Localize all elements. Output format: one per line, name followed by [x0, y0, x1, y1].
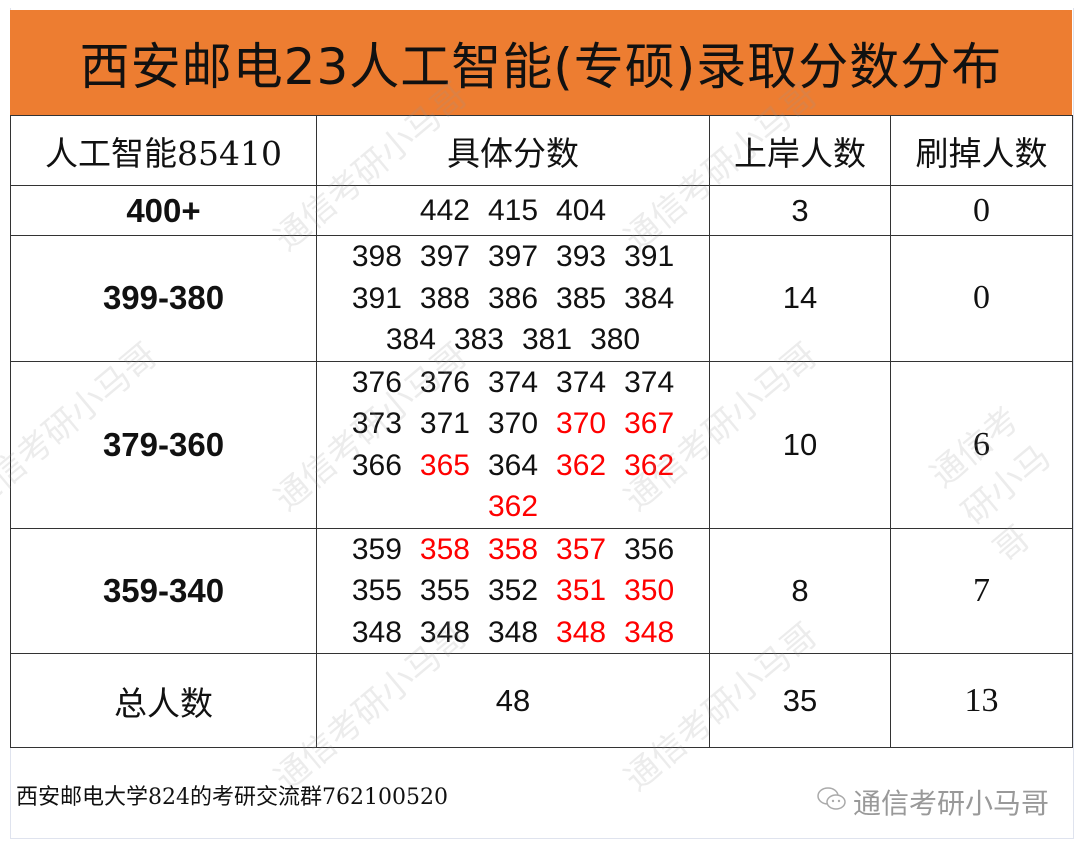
score-admitted: 374	[487, 365, 539, 399]
score-admitted: 442	[419, 193, 470, 227]
score-admitted: 388	[419, 281, 470, 315]
score-dropped: 351	[556, 574, 607, 607]
dropped-count: 7	[890, 527, 1073, 654]
score-dropped: 348	[624, 615, 675, 649]
total-row: 总人数 48 35 13	[10, 653, 1073, 748]
header-major: 人工智能85410	[10, 115, 317, 186]
score-line: 373 371 370 370 367	[317, 403, 709, 445]
footer-note: 西安邮电大学824的考研交流群762100520	[16, 785, 448, 810]
admitted-count: 8	[709, 527, 891, 654]
watermark-brand: 通信考研小马哥	[817, 782, 1049, 822]
watermark-text: 通信考研小马哥	[853, 788, 1050, 819]
score-line: 442 415 404	[317, 190, 709, 232]
score-admitted: 397	[487, 240, 539, 273]
score-dropped: 358	[487, 532, 539, 566]
score-admitted: 404	[556, 193, 607, 227]
admitted-count: 10	[709, 360, 891, 529]
score-admitted: 373	[351, 407, 402, 440]
header-scores: 具体分数	[316, 115, 710, 186]
score-dropped: 370	[556, 407, 607, 440]
score-line: 348 348 348 348 348	[317, 612, 709, 654]
score-line: 391 388 386 385 384	[317, 278, 709, 320]
score-line: 376 376 374 374 374	[317, 362, 709, 404]
header-dropped: 刷掉人数	[890, 115, 1073, 186]
score-admitted: 385	[556, 281, 607, 315]
dropped-count: 6	[890, 360, 1073, 529]
score-dropped: 362	[556, 448, 607, 482]
score-admitted: 374	[624, 365, 675, 399]
score-dropped: 358	[419, 532, 470, 566]
header-row: 人工智能85410 具体分数 上岸人数 刷掉人数	[10, 115, 1073, 186]
score-dropped: 365	[419, 448, 470, 482]
score-admitted: 376	[419, 365, 470, 399]
score-admitted: 352	[487, 574, 539, 607]
score-dropped: 362	[624, 448, 675, 482]
score-admitted: 366	[351, 448, 402, 482]
total-dropped: 13	[890, 653, 1073, 748]
page-title: 西安邮电23人工智能(专硕)录取分数分布	[10, 10, 1072, 115]
score-admitted: 380	[590, 323, 641, 356]
score-line: 355 355 352 351 350	[317, 570, 709, 612]
total-count: 48	[316, 653, 710, 748]
table-row: 359-340 359 358 358 357 356 355 355 352 351 350 34…	[10, 527, 1073, 654]
score-dropped: 350	[624, 574, 675, 607]
score-dropped: 357	[556, 532, 607, 566]
score-line: 384 383 381 380	[317, 319, 709, 361]
wechat-icon	[817, 786, 847, 819]
score-line: 366 365 364 362 362	[317, 445, 709, 487]
table-row: 399-380 398 397 397 393 391 391 388 386 385 384 38…	[10, 235, 1073, 362]
score-admitted: 348	[351, 615, 402, 649]
score-admitted: 376	[351, 365, 402, 399]
score-dropped: 362	[487, 490, 539, 523]
score-admitted: 348	[419, 615, 470, 649]
dropped-count: 0	[890, 235, 1073, 362]
score-admitted: 397	[419, 240, 470, 273]
score-admitted: 374	[556, 365, 607, 399]
score-admitted: 391	[624, 240, 675, 273]
range-label: 359-340	[10, 527, 317, 654]
score-table: 人工智能85410 具体分数 上岸人数 刷掉人数 400+ 442 415 404 …	[10, 115, 1073, 748]
total-label: 总人数	[10, 653, 317, 748]
score-line: 398 397 397 393 391	[317, 236, 709, 278]
score-admitted: 355	[351, 574, 402, 607]
score-admitted: 348	[487, 615, 539, 649]
score-admitted: 398	[351, 240, 402, 273]
score-admitted: 370	[487, 407, 539, 440]
score-dropped: 348	[556, 615, 607, 649]
score-admitted: 383	[453, 323, 504, 356]
total-admitted: 35	[709, 653, 891, 748]
table-row: 379-360 376 376 374 374 374 373 371 370 370 367 36…	[10, 360, 1073, 529]
admitted-count: 3	[709, 185, 891, 236]
score-list: 359 358 358 357 356 355 355 352 351 350 348 348 348 3…	[316, 527, 710, 654]
score-admitted: 384	[385, 323, 436, 356]
score-admitted: 356	[624, 532, 675, 566]
score-admitted: 386	[487, 281, 539, 315]
dropped-count: 0	[890, 185, 1073, 236]
score-admitted: 391	[351, 281, 402, 315]
score-list: 442 415 404	[316, 185, 710, 236]
score-admitted: 364	[487, 448, 539, 482]
range-label: 399-380	[10, 235, 317, 362]
score-admitted: 415	[487, 193, 539, 227]
score-admitted: 355	[419, 574, 470, 607]
admitted-count: 14	[709, 235, 891, 362]
range-label: 379-360	[10, 360, 317, 529]
score-list: 398 397 397 393 391 391 388 386 385 384 384 383 381 3…	[316, 235, 710, 362]
table-row: 400+ 442 415 404 3 0	[10, 185, 1073, 236]
score-admitted: 384	[624, 281, 675, 315]
score-list: 376 376 374 374 374 373 371 370 370 367 366 365 364 3…	[316, 360, 710, 529]
score-line: 362	[317, 486, 709, 528]
range-label: 400+	[10, 185, 317, 236]
score-line: 359 358 358 357 356	[317, 529, 709, 571]
header-admitted: 上岸人数	[709, 115, 891, 186]
score-admitted: 371	[419, 407, 470, 440]
score-admitted: 381	[522, 323, 573, 356]
score-dropped: 367	[624, 407, 675, 440]
score-admitted: 359	[351, 532, 402, 566]
score-admitted: 393	[556, 240, 607, 273]
